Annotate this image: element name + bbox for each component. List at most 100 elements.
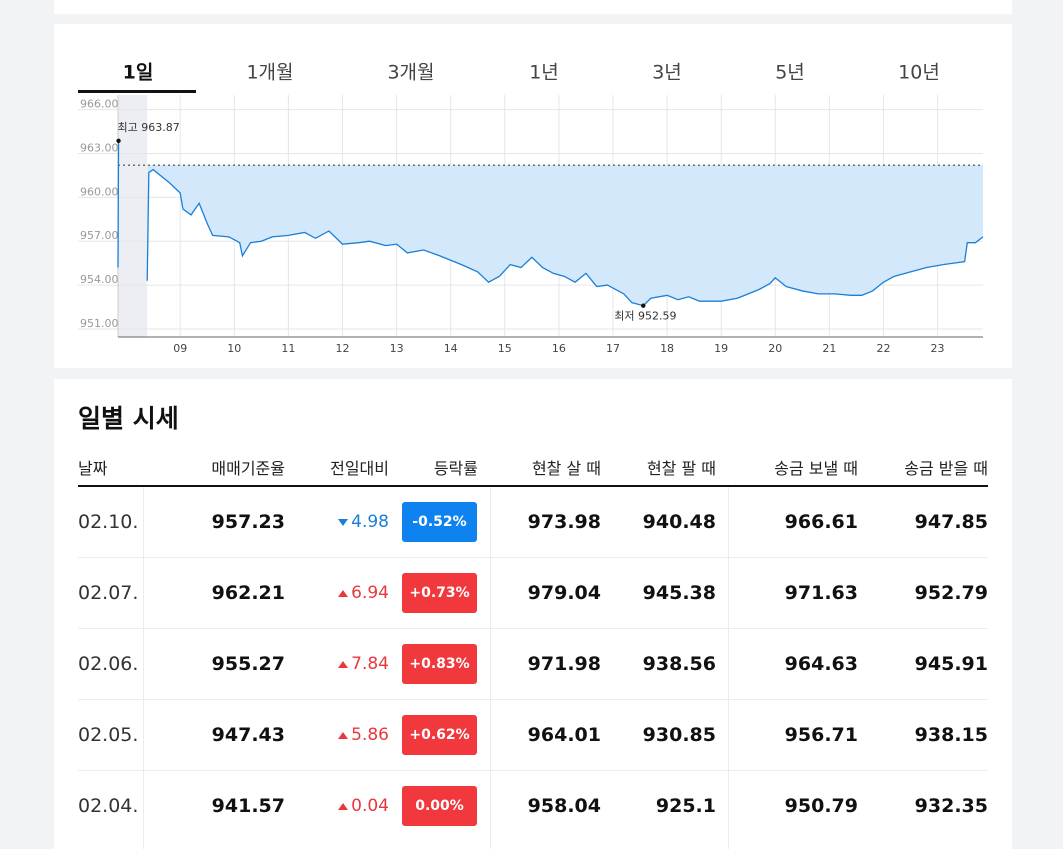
rate-value: 962.21	[211, 582, 285, 604]
rate-value: 945.91	[914, 653, 988, 675]
annotation: 최저 952.59	[614, 310, 676, 323]
change-value: 0.04	[351, 796, 389, 816]
column-header: 현찰 팔 때	[646, 459, 716, 478]
change-value: 6.94	[351, 583, 389, 603]
change: 6.94	[338, 583, 389, 603]
extreme-point	[641, 303, 646, 308]
card	[54, 0, 1012, 14]
up-arrow	[338, 802, 349, 810]
tab[interactable]: 1일	[122, 61, 154, 84]
area	[147, 165, 983, 306]
up-arrow	[338, 660, 349, 668]
chart-group: 951.00 954.00 957.00 960.00 963.00 966.00 09 10…	[78, 95, 984, 355]
row-divider	[78, 557, 988, 558]
y-tick-label: 957.00	[80, 229, 119, 242]
x-tick-label: 15	[498, 342, 512, 355]
y-tick-label: 966.00	[80, 98, 119, 111]
tab[interactable]: 10년	[898, 61, 940, 84]
date: 02.06.	[78, 653, 139, 675]
y-tick-label: 951.00	[80, 317, 119, 330]
column-header: 송금 보낼 때	[774, 459, 858, 478]
column-divider	[490, 487, 491, 849]
rate-value: 964.63	[784, 653, 858, 675]
rate-value: 938.15	[914, 724, 988, 746]
annotation-value: 952.59	[638, 310, 677, 323]
change-value: 4.98	[351, 512, 389, 532]
column-divider	[143, 487, 144, 849]
tab[interactable]: 1개월	[246, 61, 294, 84]
chart-card: 951.00 954.00 957.00 960.00 963.00 966.00 09 10…	[54, 24, 1012, 368]
tab[interactable]: 1년	[529, 61, 559, 84]
up-arrow	[338, 731, 349, 739]
row-divider	[78, 628, 988, 629]
x-tick-label: 13	[390, 342, 404, 355]
date: 02.05.	[78, 724, 139, 746]
change: 4.98	[338, 512, 389, 532]
rate-badge: 0.00%	[402, 786, 477, 826]
tab-underline	[78, 90, 196, 93]
rate-value: 945.38	[642, 582, 716, 604]
premarket-band	[118, 95, 148, 337]
rate-value: 971.63	[784, 582, 858, 604]
rate-value: 950.79	[784, 795, 858, 817]
up-arrow	[338, 589, 349, 597]
rate-value: 964.01	[527, 724, 601, 746]
table-title: 일별 시세	[78, 404, 179, 433]
x-tick-label: 18	[660, 342, 674, 355]
x-tick-label: 23	[931, 342, 945, 355]
rate-value: 925.1	[655, 795, 716, 817]
rate-value: 947.85	[914, 511, 988, 533]
column-header: 현찰 살 때	[531, 459, 601, 478]
header-rule	[78, 485, 988, 487]
rate-badge: +0.62%	[402, 715, 477, 755]
column-header: 매매기준율	[211, 459, 285, 478]
rate-badge: -0.52%	[402, 502, 477, 542]
rate-value: 947.43	[211, 724, 285, 746]
x-tick-label: 11	[281, 342, 295, 355]
rate-badge: +0.83%	[402, 644, 477, 684]
column-header: 전일대비	[330, 459, 389, 478]
change: 0.04	[338, 796, 389, 816]
row-divider	[78, 699, 988, 700]
rate-value: 958.04	[527, 795, 601, 817]
annotation-value: 963.87	[141, 121, 180, 134]
y-tick-label: 960.00	[80, 185, 119, 198]
rate-value: 971.98	[527, 653, 601, 675]
column-header: 송금 받을 때	[904, 459, 988, 478]
x-tick-label: 20	[768, 342, 782, 355]
annotation-label: 최고	[118, 121, 138, 134]
rate-value: 973.98	[527, 511, 601, 533]
date: 02.10.	[78, 511, 139, 533]
change: 5.86	[338, 725, 389, 745]
x-tick-label: 09	[173, 342, 187, 355]
rate-value: 930.85	[642, 724, 716, 746]
x-tick-label: 12	[335, 342, 349, 355]
column-header: 날짜	[78, 459, 108, 478]
tab[interactable]: 5년	[775, 61, 805, 84]
rate-value: 940.48	[642, 511, 716, 533]
change-value: 5.86	[351, 725, 389, 745]
rate-value: 941.57	[211, 795, 285, 817]
table-card: 일별 시세 날짜 매매기준율 전일대비 등락률 현찰 살 때 현찰 팔 때 송금 보낼 때 송…	[54, 379, 1012, 849]
x-tick-label: 19	[714, 342, 728, 355]
annotation-label: 최저	[614, 310, 634, 323]
rate-value: 956.71	[784, 724, 858, 746]
x-tick-label: 14	[444, 342, 458, 355]
x-tick-label: 10	[227, 342, 241, 355]
tab[interactable]: 3년	[652, 61, 682, 84]
x-tick-label: 21	[822, 342, 836, 355]
tab[interactable]: 3개월	[387, 61, 435, 84]
change: 7.84	[338, 654, 389, 674]
rate-value: 957.23	[211, 511, 285, 533]
rate-value: 952.79	[914, 582, 988, 604]
column-divider	[728, 487, 729, 849]
date: 02.04.	[78, 795, 139, 817]
y-tick-label: 963.00	[80, 141, 119, 154]
rate-value: 938.56	[642, 653, 716, 675]
x-tick-label: 16	[552, 342, 566, 355]
rate-value: 979.04	[527, 582, 601, 604]
line	[117, 140, 984, 307]
row-divider	[78, 770, 988, 771]
x-tick-label: 22	[876, 342, 890, 355]
